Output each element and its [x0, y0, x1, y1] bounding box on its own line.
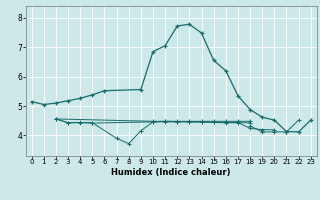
X-axis label: Humidex (Indice chaleur): Humidex (Indice chaleur): [111, 168, 231, 177]
